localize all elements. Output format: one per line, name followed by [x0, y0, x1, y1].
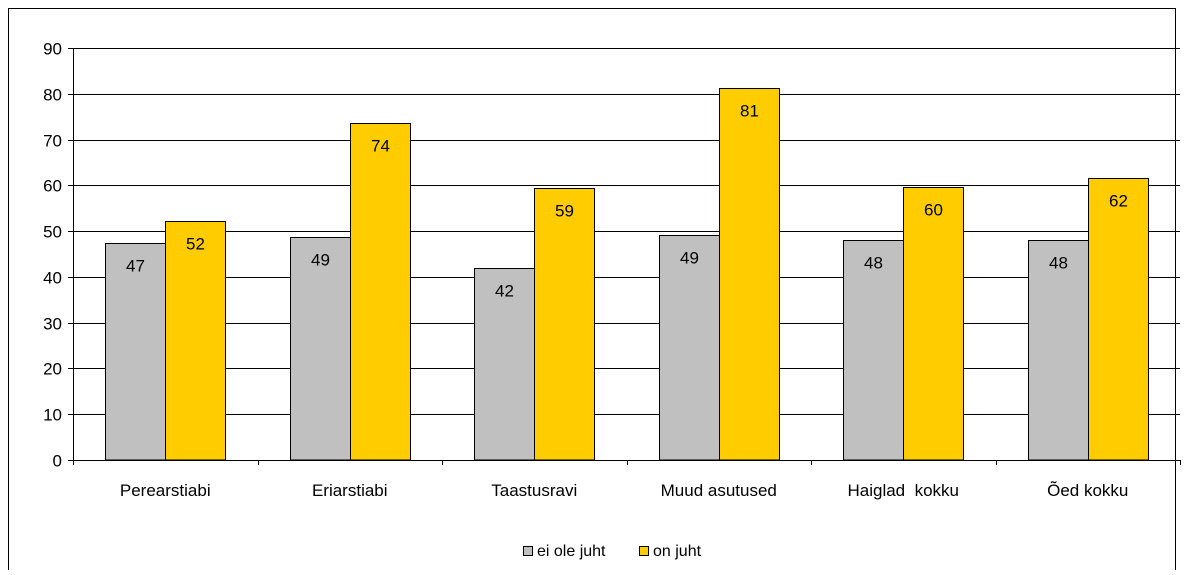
bars — [105, 88, 1149, 461]
data-label: 81 — [740, 102, 759, 121]
data-label: 59 — [555, 202, 574, 221]
y-tick-label: 70 — [43, 132, 62, 151]
y-tick-label: 80 — [43, 86, 62, 105]
y-tick-label: 40 — [43, 269, 62, 288]
data-label: 74 — [371, 137, 390, 156]
x-category-label: Perearstiabi — [120, 481, 211, 500]
legend-swatch-ei-ole-juht — [523, 546, 533, 556]
data-label: 62 — [1109, 192, 1128, 211]
bar — [534, 188, 595, 461]
x-axis-categories: Perearstiabi Eriarstiabi Taastusravi Muud a… — [73, 460, 1181, 500]
y-tick-label: 60 — [43, 177, 62, 196]
y-tick-label: 10 — [43, 406, 62, 425]
bar — [719, 88, 780, 461]
data-label: 60 — [924, 201, 943, 220]
legend-label-on-juht: on juht — [653, 543, 702, 560]
bar — [290, 237, 351, 461]
bar — [659, 235, 720, 461]
y-tick-label: 90 — [43, 40, 62, 59]
y-tick-label: 20 — [43, 360, 62, 379]
bar — [903, 187, 964, 461]
legend-swatch-on-juht — [639, 546, 649, 556]
bar — [1028, 240, 1089, 461]
gridlines — [73, 48, 1180, 415]
data-label: 48 — [1049, 254, 1068, 273]
y-tick-label: 30 — [43, 315, 62, 334]
legend-label-ei-ole-juht: ei ole juht — [537, 543, 606, 560]
data-label: 42 — [495, 282, 514, 301]
bar — [350, 123, 411, 461]
x-category-label: Õed kokku — [1047, 481, 1128, 500]
bar — [843, 240, 904, 461]
x-category-label: Haiglad kokku — [847, 481, 959, 500]
y-tick-label: 50 — [43, 223, 62, 242]
data-label: 49 — [311, 251, 330, 270]
bar — [474, 268, 535, 461]
x-category-label: Muud asutused — [661, 481, 777, 500]
data-label: 48 — [864, 254, 883, 273]
legend: ei ole juht on juht — [523, 543, 702, 560]
data-label: 52 — [186, 235, 205, 254]
x-category-label: Eriarstiabi — [312, 481, 388, 500]
bar — [105, 243, 166, 461]
x-category-label: Taastusravi — [491, 481, 577, 500]
bar — [1088, 178, 1149, 461]
bar — [165, 221, 226, 461]
data-labels: 47 52 49 74 42 59 49 81 48 60 48 62 — [126, 102, 1128, 301]
data-label: 49 — [680, 249, 699, 268]
y-tick-label: 0 — [53, 452, 62, 471]
y-axis-ticks: 0 10 20 30 40 50 60 70 80 90 — [43, 40, 73, 471]
data-label: 47 — [126, 257, 145, 276]
